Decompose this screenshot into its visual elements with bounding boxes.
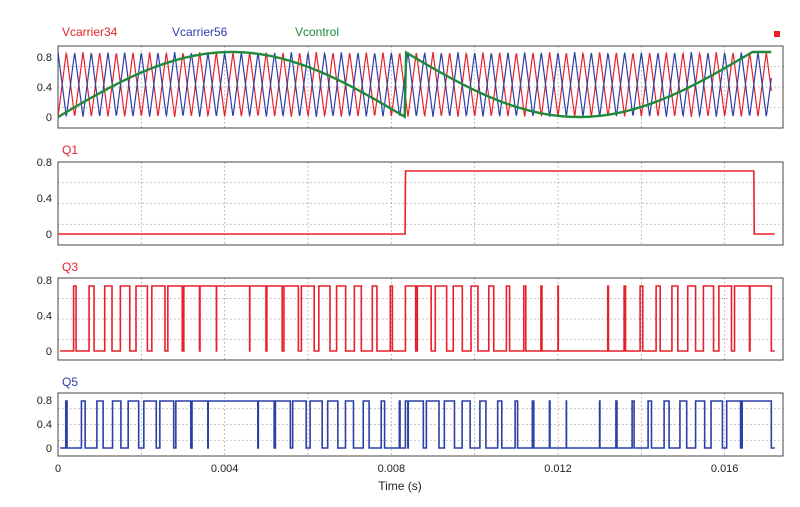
series-q5 [60,400,775,449]
series-vcontrol [57,50,772,119]
panel-title-q3: Q3 [62,260,78,274]
y-tick-label: 0.4 [37,311,52,323]
x-axis-label: Time (s) [378,479,422,493]
y-tick-label: 0.4 [37,419,52,431]
panel-title-q1: Q1 [62,143,78,157]
panel-3: 0 0.4 0.8 [37,392,784,457]
y-tick-label: 0.8 [37,157,52,169]
x-tick-label: 0.016 [711,463,739,475]
legend-vcarrier34: Vcarrier34 [62,25,118,39]
y-tick-label: 0.8 [37,52,52,64]
panels-layer: 0 0.4 0.8 0 0.4 0.8 0 0.4 0.8 0 0.4 0.8 0 0.004 0.008 0… [37,45,784,475]
series-q3 [60,285,775,352]
y-tick-label: 0 [46,346,52,358]
y-tick-label: 0.4 [37,193,52,205]
panel-title-q5: Q5 [62,375,78,389]
panel-0: 0 0.4 0.8 [37,45,784,129]
y-tick-label: 0.8 [37,275,52,287]
y-tick-label: 0.8 [37,395,52,407]
series-vcarrier56 [57,51,772,118]
panel-2: 0 0.4 0.8 [37,275,784,361]
legend-vcontrol: Vcontrol [295,25,339,39]
x-tick-label: 0.008 [378,463,406,475]
x-tick-label: 0.004 [211,463,239,475]
panel-1: 0 0.4 0.8 [37,157,784,246]
panel-frame [57,45,784,129]
y-tick-label: 0 [46,443,52,455]
y-tick-label: 0 [46,229,52,241]
y-tick-label: 0 [46,112,52,124]
legend-vcarrier56: Vcarrier56 [172,25,228,39]
series-vcarrier34 [57,51,772,118]
panel-frame [57,392,784,457]
corner-marker [774,31,780,37]
series-q1 [58,170,775,235]
x-tick-label: 0 [55,463,61,475]
x-tick-label: 0.012 [544,463,572,475]
panel-frame [57,277,784,361]
panel-frame [57,161,784,246]
y-tick-label: 0.4 [37,82,52,94]
